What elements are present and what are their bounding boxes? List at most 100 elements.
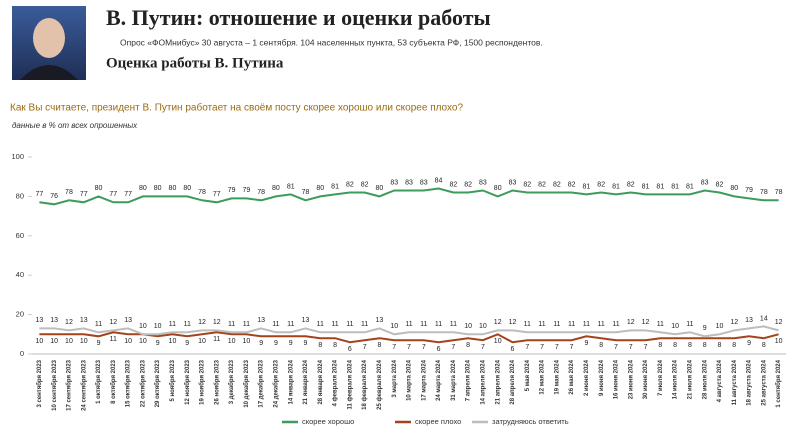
data-label: 10 <box>242 338 250 345</box>
x-tick-label: 5 ноября 2023 <box>169 359 176 401</box>
x-tick-label: 28 апреля 2024 <box>510 359 516 404</box>
x-tick-label: 24 декабря 2023 <box>273 359 280 407</box>
data-label: 10 <box>479 323 487 330</box>
data-label: 80 <box>154 185 162 192</box>
data-label: 78 <box>65 189 73 196</box>
data-label: 7 <box>392 344 396 351</box>
x-tick-label: 19 ноября 2023 <box>199 359 206 405</box>
data-label: 7 <box>451 344 455 351</box>
x-tick-label: 12 ноября 2023 <box>184 359 191 405</box>
data-label: 9 <box>156 340 160 347</box>
data-label: 12 <box>730 319 738 326</box>
data-label: 11 <box>420 321 427 328</box>
data-label: 11 <box>686 321 693 328</box>
data-label: 12 <box>65 319 73 326</box>
data-label: 82 <box>464 181 472 188</box>
x-tick-label: 21 января 2024 <box>303 359 309 404</box>
y-tick-label: 0 <box>20 349 24 358</box>
data-label: 10 <box>775 338 783 345</box>
x-tick-label: 15 октября 2023 <box>125 359 132 407</box>
data-label: 77 <box>124 191 132 198</box>
data-label: 9 <box>747 340 751 347</box>
x-tick-label: 19 мая 2024 <box>554 359 560 394</box>
data-label: 83 <box>701 179 709 186</box>
data-label: 77 <box>109 191 117 198</box>
data-label: 11 <box>243 321 250 328</box>
data-label: 8 <box>688 342 692 349</box>
x-tick-label: 10 декабря 2023 <box>243 359 250 407</box>
data-label: 12 <box>109 319 117 326</box>
data-label: 81 <box>671 183 679 190</box>
x-tick-label: 28 июля 2024 <box>702 359 708 399</box>
x-tick-label: 7 июля 2024 <box>658 359 664 396</box>
data-label: 82 <box>553 181 561 188</box>
data-label: 11 <box>538 321 545 328</box>
x-tick-label: 9 июня 2024 <box>599 359 605 396</box>
series-line <box>39 187 779 206</box>
data-label: 78 <box>257 189 265 196</box>
data-label: 9 <box>185 340 189 347</box>
data-label: 11 <box>287 321 294 328</box>
data-label: 13 <box>376 317 384 324</box>
data-label: 6 <box>511 346 515 353</box>
data-label: 10 <box>494 338 502 345</box>
data-label: 10 <box>198 338 206 345</box>
x-tick-label: 28 января 2024 <box>318 359 324 404</box>
x-tick-label: 5 мая 2024 <box>525 359 531 391</box>
data-label: 82 <box>523 181 531 188</box>
data-label: 10 <box>124 338 132 345</box>
data-label: 11 <box>110 336 117 343</box>
x-tick-label: 12 мая 2024 <box>540 359 546 394</box>
x-tick-label: 30 июня 2024 <box>643 359 649 399</box>
x-tick-label: 23 июня 2024 <box>628 359 634 399</box>
data-label: 8 <box>732 342 736 349</box>
data-label: 9 <box>703 325 707 332</box>
data-label: 11 <box>228 321 235 328</box>
data-label: 83 <box>509 179 517 186</box>
data-label: 79 <box>745 187 753 194</box>
data-label: 82 <box>627 181 635 188</box>
data-label: 9 <box>259 340 263 347</box>
data-label: 80 <box>316 185 324 192</box>
data-label: 12 <box>509 319 517 326</box>
x-tick-label: 25 августа 2024 <box>761 359 767 405</box>
data-label: 7 <box>629 344 633 351</box>
data-label: 11 <box>184 321 191 328</box>
data-label: 7 <box>555 344 559 351</box>
x-tick-label: 3 марта 2024 <box>392 359 398 397</box>
data-label: 11 <box>553 321 560 328</box>
data-label: 8 <box>599 342 603 349</box>
x-tick-label: 29 октября 2023 <box>154 359 161 407</box>
data-label: 78 <box>198 189 206 196</box>
data-label: 6 <box>348 346 352 353</box>
section-title: Оценка работы В. Путина <box>106 55 284 71</box>
data-label: 11 <box>346 321 353 328</box>
data-label: 12 <box>775 319 783 326</box>
data-label: 7 <box>407 344 411 351</box>
x-tick-label: 24 марта 2024 <box>436 359 442 401</box>
x-tick-label: 31 марта 2024 <box>451 359 457 401</box>
x-tick-label: 11 февраля 2024 <box>346 359 353 409</box>
photo-suit <box>20 65 78 80</box>
x-tick-label: 7 апреля 2024 <box>466 359 472 401</box>
data-label: 6 <box>437 346 441 353</box>
question: Как Вы считаете, президент В. Путин рабо… <box>10 102 463 114</box>
data-label: 82 <box>538 181 546 188</box>
data-label: 13 <box>124 317 132 324</box>
data-label: 8 <box>318 342 322 349</box>
data-label: 8 <box>762 342 766 349</box>
x-tick-label: 14 апреля 2024 <box>480 359 486 404</box>
data-label: 10 <box>464 323 472 330</box>
data-label: 9 <box>584 340 588 347</box>
data-label: 12 <box>627 319 635 326</box>
x-tick-label: 4 февраля 2024 <box>332 359 339 406</box>
series-line <box>39 325 779 338</box>
x-tick-label: 21 апреля 2024 <box>495 359 501 404</box>
x-tick-label: 26 мая 2024 <box>569 359 575 394</box>
data-label: 10 <box>169 338 177 345</box>
x-tick-label: 14 января 2024 <box>288 359 294 404</box>
data-label: 81 <box>642 183 650 190</box>
data-label: 80 <box>139 185 147 192</box>
